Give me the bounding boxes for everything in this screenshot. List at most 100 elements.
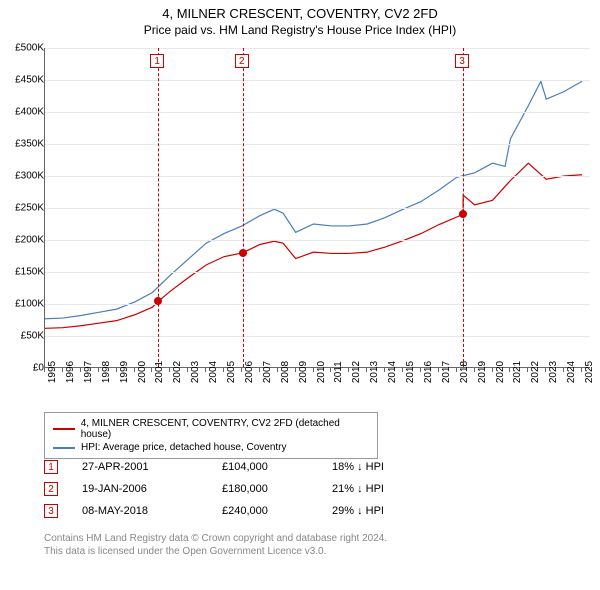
legend-label: 4, MILNER CRESCENT, COVENTRY, CV2 2FD (d… xyxy=(81,418,369,440)
grid-line xyxy=(45,176,590,177)
y-tick-label: £150K xyxy=(4,267,48,278)
sale-vline xyxy=(463,48,464,367)
sale-marker-box: 1 xyxy=(150,54,164,68)
x-tick-label: 1995 xyxy=(47,361,58,383)
legend-item: 4, MILNER CRESCENT, COVENTRY, CV2 2FD (d… xyxy=(53,417,369,441)
sales-diff: 21% ↓ HPI xyxy=(332,483,432,495)
sale-vline xyxy=(243,48,244,367)
x-tick-label: 2004 xyxy=(208,361,219,383)
y-tick-label: £50K xyxy=(4,331,48,342)
x-tick-label: 2023 xyxy=(548,361,559,383)
x-tick-label: 2016 xyxy=(423,361,434,383)
x-tick-label: 2019 xyxy=(477,361,488,383)
x-tick-label: 2005 xyxy=(226,361,237,383)
x-tick-mark xyxy=(330,368,331,372)
x-tick-label: 1999 xyxy=(119,361,130,383)
chart-titles: 4, MILNER CRESCENT, COVENTRY, CV2 2FD Pr… xyxy=(0,0,600,37)
legend-label: HPI: Average price, detached house, Cove… xyxy=(81,442,287,453)
sale-marker-box: 3 xyxy=(455,54,469,68)
x-tick-label: 2012 xyxy=(351,361,362,383)
x-tick-mark xyxy=(348,368,349,372)
x-tick-label: 2011 xyxy=(333,361,344,383)
x-tick-mark xyxy=(134,368,135,372)
y-tick-label: £200K xyxy=(4,235,48,246)
x-tick-mark xyxy=(44,368,45,372)
chart-title: 4, MILNER CRESCENT, COVENTRY, CV2 2FD xyxy=(0,6,600,21)
x-tick-mark xyxy=(563,368,564,372)
x-tick-label: 2024 xyxy=(566,361,577,383)
x-tick-label: 2013 xyxy=(369,361,380,383)
x-tick-mark xyxy=(420,368,421,372)
x-tick-mark xyxy=(295,368,296,372)
grid-line xyxy=(45,208,590,209)
sales-price: £240,000 xyxy=(222,505,332,517)
x-tick-label: 2018 xyxy=(459,361,470,383)
x-tick-label: 1998 xyxy=(101,361,112,383)
sales-date: 08-MAY-2018 xyxy=(82,505,222,517)
x-tick-label: 2020 xyxy=(495,361,506,383)
y-tick-label: £100K xyxy=(4,299,48,310)
sales-diff: 29% ↓ HPI xyxy=(332,505,432,517)
x-tick-mark xyxy=(545,368,546,372)
grid-line xyxy=(45,304,590,305)
x-tick-mark xyxy=(241,368,242,372)
x-tick-label: 2007 xyxy=(262,361,273,383)
sales-row: 219-JAN-2006£180,00021% ↓ HPI xyxy=(44,478,432,500)
x-tick-label: 1996 xyxy=(65,361,76,383)
x-tick-mark xyxy=(402,368,403,372)
x-tick-label: 2002 xyxy=(172,361,183,383)
x-tick-mark xyxy=(384,368,385,372)
footer-line-2: This data is licensed under the Open Gov… xyxy=(44,545,387,558)
x-tick-mark xyxy=(313,368,314,372)
legend-swatch xyxy=(53,447,75,449)
x-tick-mark xyxy=(151,368,152,372)
sales-row: 3 08-MAY-2018£240,00029% ↓ HPI xyxy=(44,500,432,522)
grid-line xyxy=(45,240,590,241)
x-tick-label: 2022 xyxy=(530,361,541,383)
x-tick-mark xyxy=(509,368,510,372)
y-tick-label: £350K xyxy=(4,139,48,150)
x-tick-mark xyxy=(187,368,188,372)
sales-price: £104,000 xyxy=(222,461,332,473)
x-tick-mark xyxy=(527,368,528,372)
x-tick-mark xyxy=(277,368,278,372)
chart-subtitle: Price paid vs. HM Land Registry's House … xyxy=(0,23,600,37)
grid-line xyxy=(45,48,590,49)
grid-line xyxy=(45,144,590,145)
legend-swatch xyxy=(53,428,75,430)
x-tick-label: 2025 xyxy=(584,361,595,383)
sale-point xyxy=(154,297,162,305)
chart-container: 4, MILNER CRESCENT, COVENTRY, CV2 2FD Pr… xyxy=(0,0,600,590)
sale-marker-box: 2 xyxy=(235,54,249,68)
sale-point xyxy=(239,249,247,257)
x-tick-label: 2000 xyxy=(137,361,148,383)
y-tick-label: £400K xyxy=(4,107,48,118)
sales-row: 127-APR-2001£104,00018% ↓ HPI xyxy=(44,456,432,478)
sales-marker: 3 xyxy=(44,504,58,518)
sales-table: 127-APR-2001£104,00018% ↓ HPI219-JAN-200… xyxy=(44,456,432,522)
x-tick-mark xyxy=(492,368,493,372)
y-tick-label: £300K xyxy=(4,171,48,182)
sale-point xyxy=(459,210,467,218)
footer-attribution: Contains HM Land Registry data © Crown c… xyxy=(44,532,387,558)
grid-line xyxy=(45,336,590,337)
x-tick-mark xyxy=(366,368,367,372)
footer-line-1: Contains HM Land Registry data © Crown c… xyxy=(44,532,387,545)
sales-price: £180,000 xyxy=(222,483,332,495)
y-tick-label: £0 xyxy=(4,363,48,374)
y-tick-label: £500K xyxy=(4,43,48,54)
legend-item: HPI: Average price, detached house, Cove… xyxy=(53,441,369,454)
sales-date: 27-APR-2001 xyxy=(82,461,222,473)
x-tick-mark xyxy=(474,368,475,372)
grid-line xyxy=(45,272,590,273)
plot-inner xyxy=(44,48,590,368)
x-tick-mark xyxy=(456,368,457,372)
x-tick-label: 2001 xyxy=(154,361,165,383)
x-tick-label: 2003 xyxy=(190,361,201,383)
grid-line xyxy=(45,80,590,81)
x-tick-mark xyxy=(98,368,99,372)
x-tick-mark xyxy=(62,368,63,372)
x-tick-mark xyxy=(116,368,117,372)
series-hpi xyxy=(45,81,582,318)
x-tick-mark xyxy=(169,368,170,372)
